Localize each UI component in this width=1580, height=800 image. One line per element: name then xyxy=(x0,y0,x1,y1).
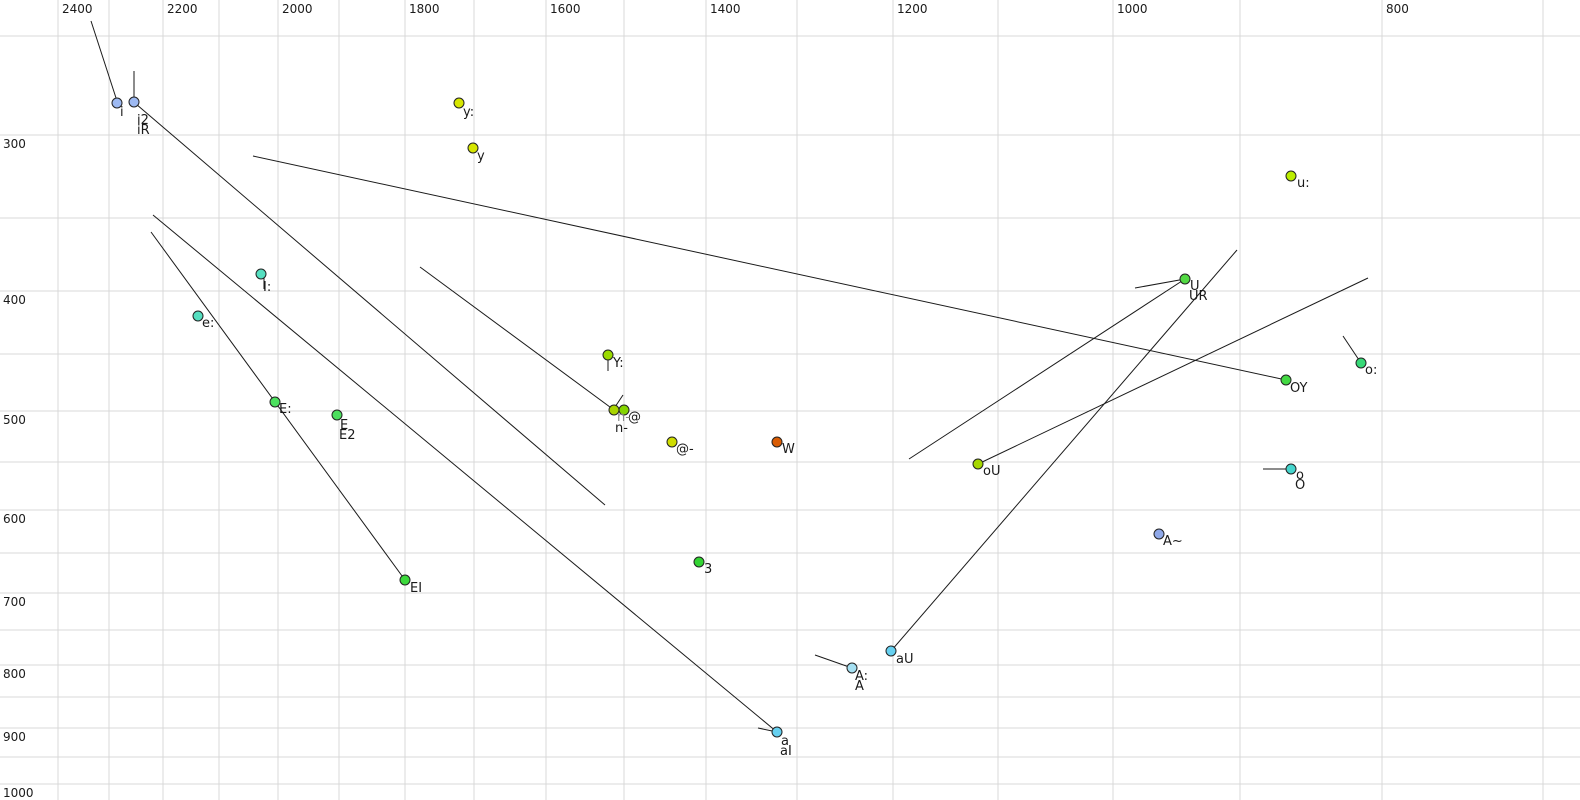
y-tick-label-600: 600 xyxy=(3,512,26,526)
y-tick-label-300: 300 xyxy=(3,137,26,151)
vowel-dot-U-UR xyxy=(1179,273,1191,285)
trajectory-from-oU xyxy=(977,277,1369,465)
vowel-label-o-long: o: xyxy=(1365,363,1377,378)
trajectory-A-long-stub xyxy=(814,654,853,669)
trajectory-schwa-stub xyxy=(614,394,624,408)
vowel-label-i: i xyxy=(120,105,124,120)
vowel-dot-A-nasal xyxy=(1153,528,1165,540)
vowel-label-u-long: u: xyxy=(1297,176,1310,191)
vowel-label-i2-iR: i2 xyxy=(137,113,149,128)
vowel-dot-schwa-right xyxy=(618,404,630,416)
vowel-label-A-long-A-1: A xyxy=(855,679,864,694)
vowel-dot-Y-long xyxy=(602,349,614,361)
trajectory-U-stub xyxy=(1134,278,1186,289)
trajectory-i2-long xyxy=(135,103,606,506)
x-tick-label-1000: 1000 xyxy=(1117,2,1148,16)
trajectory-to-OY xyxy=(252,155,1287,381)
vowel-label-i2-iR-1: iR xyxy=(137,123,150,138)
vowel-label-y-long: y: xyxy=(463,105,474,120)
vowel-dot-I-long xyxy=(255,268,267,280)
y-tick-label-1000: 1000 xyxy=(3,786,34,800)
vowel-label-Y-long: Y: xyxy=(612,356,624,371)
vowel-label-schwa-dash: @- xyxy=(676,442,694,457)
y-tick-label-400: 400 xyxy=(3,293,26,307)
vowel-label-y: y xyxy=(477,149,485,164)
vowel-label-EI: EI xyxy=(410,581,422,596)
x-tick-label-1800: 1800 xyxy=(409,2,440,16)
vowel-label-A-long-A: A: xyxy=(855,669,868,684)
annotation-0: n- xyxy=(617,410,630,425)
vowel-dot-schwa-dash xyxy=(666,436,678,448)
y-tick-label-500: 500 xyxy=(3,413,26,427)
vowel-dot-EI xyxy=(399,574,411,586)
x-tick-label-1600: 1600 xyxy=(550,2,581,16)
vowel-label-E-long: E: xyxy=(279,402,292,417)
vowel-dot-3 xyxy=(693,556,705,568)
trajectory-to-schwa xyxy=(419,266,615,411)
vowel-dot-i2-iR xyxy=(128,96,140,108)
vowel-label-U-UR: U xyxy=(1190,279,1200,294)
y-tick-label-800: 800 xyxy=(3,667,26,681)
x-tick-label-1400: 1400 xyxy=(710,2,741,16)
vowel-dot-E-long xyxy=(269,396,281,408)
vowel-dot-A-long-A xyxy=(846,662,858,674)
vowel-label-schwa-right: @ xyxy=(628,410,641,425)
vowel-dot-o-long xyxy=(1355,357,1367,369)
vowel-label-E-E2: E xyxy=(340,418,348,433)
vowel-label-a-aI: a xyxy=(781,734,789,749)
y-tick-label-900: 900 xyxy=(3,730,26,744)
vowel-dot-aU xyxy=(885,645,897,657)
vowel-label-3: 3 xyxy=(704,562,712,577)
vowel-label-o-O: o xyxy=(1296,468,1304,483)
vowel-label-A-nasal: A~ xyxy=(1163,534,1183,549)
vowel-dot-i xyxy=(111,97,123,109)
vowel-dot-OY xyxy=(1280,374,1292,386)
x-tick-label-2400: 2400 xyxy=(62,2,93,16)
vowel-label-aU: aU xyxy=(896,652,913,667)
vowel-dot-a-aI xyxy=(771,726,783,738)
vowel-dot-oU xyxy=(972,458,984,470)
vowel-label-OY: OY xyxy=(1290,381,1308,396)
vowel-label-e-long: e: xyxy=(202,316,214,331)
vowel-dot-y xyxy=(467,142,479,154)
vowel-label-W: W xyxy=(782,442,795,457)
vowel-dot-E-E2 xyxy=(331,409,343,421)
vowel-label-E-E2-1: E2 xyxy=(339,428,356,443)
vowel-label-a-aI-1: aI xyxy=(780,744,792,759)
vowel-dot-o-O xyxy=(1285,463,1297,475)
trajectory-to-aI xyxy=(152,214,778,733)
trajectory-from-aU xyxy=(890,249,1238,652)
trajectory-into-i xyxy=(90,20,118,102)
trajectory-to-U-long xyxy=(908,278,1186,460)
vowel-label-I-long: I: xyxy=(263,280,271,295)
vowel-dot-e-long xyxy=(192,310,204,322)
vowel-dot-W xyxy=(771,436,783,448)
vowel-label-U-UR-1: UR xyxy=(1189,289,1208,304)
vowel-dot-y-long xyxy=(453,97,465,109)
x-tick-label-1200: 1200 xyxy=(897,2,928,16)
vowel-label-o-O-1: O xyxy=(1295,478,1305,493)
x-tick-label-800: 800 xyxy=(1386,2,1409,16)
vowel-dot-u-long xyxy=(1285,170,1297,182)
x-tick-label-2200: 2200 xyxy=(167,2,198,16)
vowel-label-oU: oU xyxy=(983,464,1000,479)
annotation-1: n- xyxy=(615,421,628,436)
y-tick-label-700: 700 xyxy=(3,595,26,609)
x-tick-label-2000: 2000 xyxy=(282,2,313,16)
